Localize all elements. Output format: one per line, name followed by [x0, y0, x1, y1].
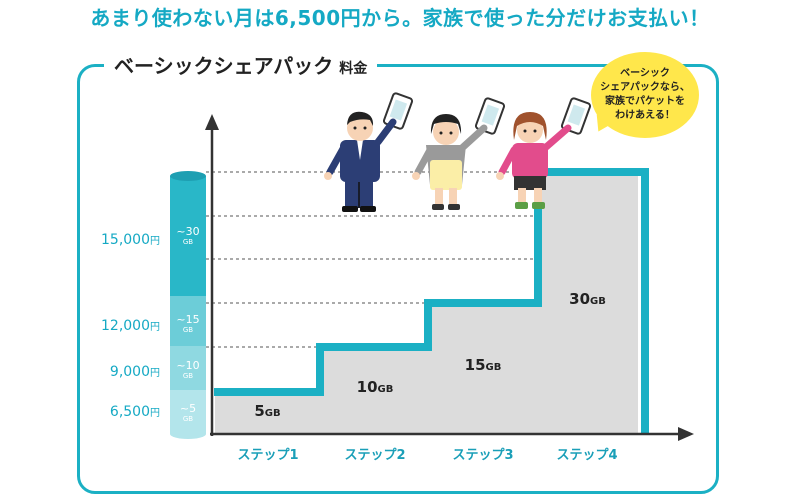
step-chart [170, 92, 694, 441]
bubble-line: ベーシック [620, 68, 670, 79]
tier-label-5: ~5 GB [179, 402, 197, 423]
step-bars [215, 172, 638, 434]
bubble-line: シェアパックなら、 [600, 82, 690, 93]
tier-label-30: ~30 GB [176, 225, 200, 246]
price-label-6500: 6,500円 [109, 404, 160, 420]
step-label-1: ステップ1 [237, 448, 299, 463]
step-label-2: ステップ2 [344, 448, 406, 463]
bar-label-step1: 5GB [254, 402, 281, 420]
panel-title: ベーシックシェアパック 料金 [104, 50, 378, 79]
tier-label-10: ~10 GB [176, 359, 200, 380]
page-headline: あまり使わない月は6,500円から。家族で使った分だけお支払い！ [90, 6, 710, 30]
bar-label-step2: 10GB [356, 378, 394, 396]
panel-title-text: ベーシックシェアパック [114, 54, 334, 78]
bar-label-step4: 30GB [569, 290, 606, 308]
price-step-line [214, 168, 649, 434]
speech-bubble: ベーシック シェアパックなら、 家族でパケットを わけあえる！ [591, 52, 699, 138]
father-illustration [324, 92, 414, 212]
bubble-line: 家族でパケットを [605, 96, 685, 107]
step-label-3: ステップ3 [452, 448, 514, 463]
bar-step3 [428, 303, 538, 434]
daughter-illustration [496, 97, 592, 209]
step-label-4: ステップ4 [556, 448, 618, 463]
bar-step1 [215, 392, 320, 434]
bar-step2 [320, 347, 428, 434]
price-label-15000: 15,000円 [101, 232, 160, 248]
tier-label-15: ~15 GB [176, 313, 200, 334]
panel-title-suffix: 料金 [339, 61, 368, 77]
price-label-9000: 9,000円 [109, 364, 160, 380]
mother-illustration [412, 97, 506, 210]
bubble-line: わけあえる！ [615, 110, 675, 121]
price-label-12000: 12,000円 [101, 318, 160, 334]
tier-cylinder [170, 171, 206, 439]
axes [205, 114, 694, 441]
bar-step4 [538, 172, 638, 434]
bar-label-step3: 15GB [464, 356, 502, 374]
